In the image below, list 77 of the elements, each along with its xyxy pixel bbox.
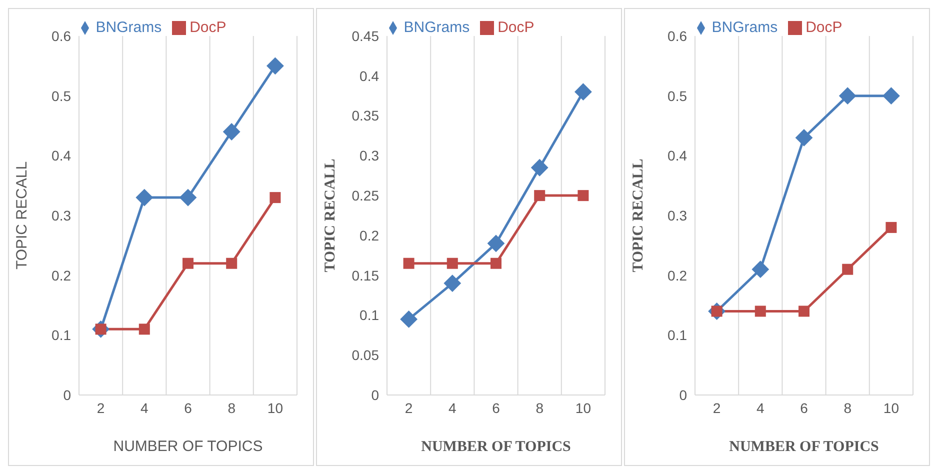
point	[444, 274, 461, 292]
y-tick-label: 0.35	[352, 108, 380, 124]
point	[531, 159, 548, 176]
point	[400, 310, 418, 328]
y-tick-label: 0.5	[52, 88, 72, 104]
y-tick-label: 0.6	[668, 28, 688, 44]
y-tick-label: 0.05	[352, 347, 380, 364]
point	[839, 87, 856, 104]
y-tick-label: 0.4	[668, 148, 688, 164]
y-tick-label: 0.3	[360, 148, 380, 164]
y-axis-title: TOPIC RECALL	[13, 161, 30, 270]
legend-label: BNGrams	[96, 19, 162, 36]
y-tick-label: 0.4	[52, 148, 72, 164]
point	[796, 129, 812, 146]
point	[534, 190, 546, 202]
x-tick-label: 4	[140, 400, 148, 416]
legend-label: BNGrams	[712, 19, 778, 36]
y-tick-label: 0.2	[52, 267, 72, 284]
point	[488, 234, 504, 252]
x-tick-label: 6	[800, 400, 808, 416]
point	[226, 258, 238, 269]
point	[446, 258, 458, 269]
point	[136, 189, 153, 206]
y-tick-label: 0.2	[668, 267, 688, 284]
x-tick-label: 8	[536, 400, 544, 416]
point	[754, 306, 766, 317]
point	[886, 222, 897, 233]
x-tick-label: 10	[883, 400, 900, 416]
point	[138, 324, 150, 335]
x-tick-label: 4	[448, 400, 456, 416]
y-tick-label: 0.25	[352, 188, 380, 204]
legend-label: DocP	[806, 19, 842, 36]
y-tick-label: 0.1	[52, 327, 72, 344]
point	[798, 306, 810, 317]
y-tick-label: 0	[679, 386, 688, 403]
point	[574, 83, 592, 100]
y-tick-label: 0	[63, 386, 72, 403]
point	[490, 258, 502, 269]
y-axis-title: TOPIC RECALL	[630, 158, 646, 272]
point	[223, 123, 240, 140]
y-tick-label: 0.1	[668, 327, 688, 344]
y-tick-label: 0.45	[352, 28, 380, 44]
point	[578, 190, 589, 202]
point	[270, 192, 281, 204]
point	[180, 189, 196, 206]
y-tick-label: 0.6	[52, 28, 72, 44]
y-tick-label: 0.4	[360, 68, 380, 84]
x-tick-label: 2	[96, 400, 105, 416]
x-tick-label: 10	[575, 400, 592, 416]
x-axis-title: NUMBER OF TOPICS	[729, 439, 879, 455]
legend-label: DocP	[498, 19, 534, 36]
x-tick-label: 10	[267, 400, 284, 416]
y-tick-label: 0.5	[668, 88, 688, 104]
point	[266, 57, 284, 74]
point	[752, 260, 769, 278]
y-tick-label: 0	[371, 386, 380, 403]
point	[403, 258, 414, 269]
x-tick-label: 4	[756, 400, 764, 416]
y-axis-title: TOPIC RECALL	[322, 158, 338, 272]
legend-label: BNGrams	[404, 19, 470, 36]
point	[182, 258, 194, 269]
y-tick-label: 0.3	[668, 207, 688, 224]
y-tick-label: 0.15	[352, 267, 380, 284]
x-tick-label: 2	[712, 400, 721, 416]
y-tick-label: 0.1	[360, 307, 380, 324]
x-tick-label: 8	[228, 400, 236, 416]
x-tick-label: 2	[404, 400, 413, 416]
point	[882, 87, 900, 104]
x-tick-label: 8	[844, 400, 852, 416]
legend-label: DocP	[190, 19, 226, 36]
x-tick-label: 6	[492, 400, 500, 416]
x-axis-title: NUMBER OF TOPICS	[421, 439, 571, 455]
y-tick-label: 0.3	[52, 207, 72, 224]
x-axis-title: NUMBER OF TOPICS	[113, 438, 263, 455]
x-tick-label: 6	[184, 400, 192, 416]
y-tick-label: 0.2	[360, 227, 380, 244]
point	[842, 264, 854, 275]
